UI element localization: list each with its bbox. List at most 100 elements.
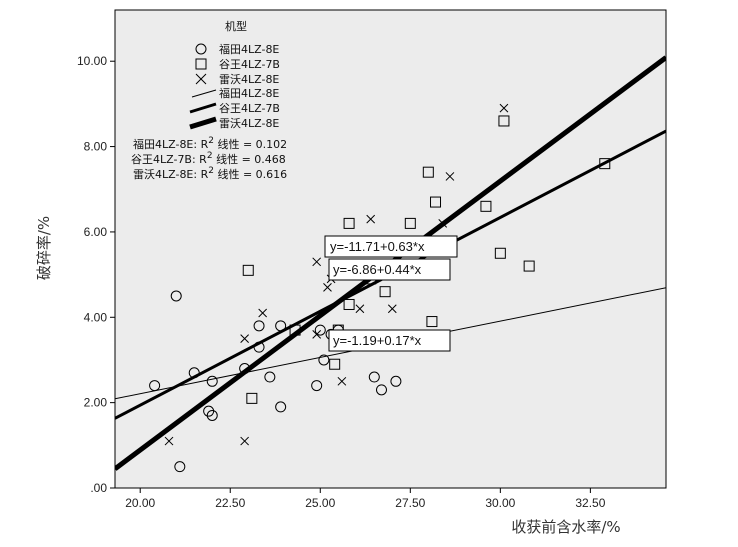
- data-point-x: [366, 214, 376, 224]
- legend-line-label-leiwo: 雷沃4LZ-8E: [219, 117, 279, 130]
- data-point-x: [337, 376, 347, 386]
- y-axis-title: 破碎率/%: [35, 216, 53, 280]
- data-point-square: [379, 286, 391, 298]
- y-tick-label: 8.00: [84, 140, 108, 154]
- legend-label-futian: 福田4LZ-8E: [219, 42, 279, 56]
- data-point-square: [430, 196, 442, 208]
- legend-label-leiwo: 雷沃4LZ-8E: [219, 73, 279, 86]
- data-point-x: [387, 304, 397, 314]
- data-point-circle: [206, 375, 218, 387]
- equation-text-guwang: y=-6.86+0.44*x: [333, 262, 422, 277]
- data-point-square: [329, 358, 341, 370]
- x-tick-label: 30.00: [485, 496, 515, 510]
- y-tick-label: 2.00: [84, 396, 108, 410]
- equation-label-guwang: y=-6.86+0.44*x: [328, 258, 451, 281]
- r2-prefix-guwang: 谷王4LZ-7B: R: [131, 153, 207, 166]
- equation-label-futian: y=-1.19+0.17*x: [328, 329, 451, 352]
- data-point-square: [343, 298, 355, 310]
- r2-suffix-guwang: 线性 = 0.468: [213, 152, 286, 166]
- data-point-square: [480, 200, 492, 212]
- data-point-circle: [170, 290, 182, 302]
- data-point-circle: [253, 341, 265, 353]
- data-point-circle: [264, 371, 276, 383]
- data-point-x: [240, 436, 250, 446]
- y-tick-label: 10.00: [77, 54, 107, 68]
- equation-box-leiwo: [324, 235, 458, 258]
- r2-suffix-futian: 线性 = 0.102: [214, 137, 287, 151]
- r2-sup-guwang: 2: [207, 151, 213, 161]
- data-point-circle: [318, 354, 330, 366]
- legend-marker-x: [195, 73, 207, 85]
- legend-marker-circle: [195, 43, 207, 55]
- data-point-x: [499, 103, 509, 113]
- data-point-x: [323, 283, 332, 292]
- data-point-circle: [149, 380, 161, 392]
- data-point-circle: [368, 371, 380, 383]
- data-point-circle: [188, 367, 200, 379]
- legend: 机型 福田4LZ-8E 谷王4LZ-7B 雷沃4LZ-8E 福田4LZ-8E 谷…: [131, 19, 287, 181]
- data-point-x: [164, 436, 174, 446]
- equation-box-futian: [328, 329, 451, 352]
- data-point-circle: [311, 380, 323, 392]
- data-point-x: [445, 172, 455, 181]
- x-axis: 20.00 22.50 25.00 27.50 30.00 32.50: [125, 488, 606, 510]
- data-point-circle: [314, 324, 326, 336]
- data-point-x: [240, 334, 250, 343]
- data-point-circle: [390, 375, 402, 387]
- r2-prefix-leiwo: 雷沃4LZ-8E: R: [133, 168, 209, 181]
- data-point-square: [242, 264, 254, 276]
- y-tick-label: 4.00: [84, 310, 108, 324]
- data-point-square: [599, 158, 611, 170]
- data-point-circle: [239, 363, 251, 374]
- legend-line-label-futian: 福田4LZ-8E: [219, 86, 279, 100]
- data-point-square: [426, 316, 438, 328]
- data-point-x: [258, 308, 268, 318]
- data-point-square: [422, 166, 434, 178]
- x-tick-label: 20.00: [125, 496, 155, 510]
- legend-label-guwang: 谷王4LZ-7B: [219, 58, 280, 71]
- data-point-circle: [206, 409, 218, 421]
- data-point-square: [494, 247, 506, 259]
- data-point-circle: [203, 405, 215, 417]
- legend-marker-square: [195, 58, 207, 70]
- data-point-circle: [275, 320, 287, 332]
- data-point-x: [312, 257, 322, 267]
- data-point-x: [438, 219, 448, 228]
- r2-prefix-futian: 福田4LZ-8E: R: [133, 137, 209, 151]
- legend-line-thin: [191, 89, 217, 98]
- r2-line-guwang: 谷王4LZ-7B: R2 线性 = 0.468: [131, 151, 286, 166]
- data-point-square: [523, 260, 535, 272]
- data-point-square: [404, 217, 416, 229]
- x-tick-label: 25.00: [305, 496, 335, 510]
- data-point-x: [312, 330, 322, 339]
- data-points: [149, 103, 611, 473]
- legend-line-medium: [189, 102, 217, 114]
- r2-suffix-leiwo: 线性 = 0.616: [214, 167, 287, 181]
- data-point-x: [355, 304, 365, 314]
- data-point-circle: [275, 401, 287, 413]
- r2-sup-leiwo: 2: [208, 166, 214, 176]
- data-point-circle: [174, 461, 186, 473]
- x-tick-label: 22.50: [215, 496, 245, 510]
- x-tick-label: 32.50: [575, 496, 605, 510]
- y-tick-label: 6.00: [84, 225, 108, 239]
- r2-line-leiwo: 雷沃4LZ-8E: R2 线性 = 0.616: [133, 166, 287, 181]
- equation-text-leiwo: y=-11.71+0.63*x: [330, 239, 425, 254]
- legend-line-thick: [189, 116, 217, 130]
- data-point-square: [343, 217, 355, 229]
- equation-box-guwang: [328, 258, 451, 281]
- r2-sup-futian: 2: [208, 136, 214, 146]
- x-tick-label: 27.50: [395, 496, 425, 510]
- data-point-circle: [253, 320, 265, 332]
- equation-text-futian: y=-1.19+0.17*x: [333, 333, 422, 348]
- data-point-circle: [375, 384, 387, 396]
- y-tick-label: .00: [90, 481, 107, 495]
- r2-line-futian: 福田4LZ-8E: R2 线性 = 0.102: [133, 136, 287, 151]
- equation-label-leiwo: y=-11.71+0.63*x: [324, 235, 458, 258]
- legend-line-label-guwang: 谷王4LZ-7B: [219, 102, 280, 115]
- data-point-square: [289, 324, 301, 336]
- data-point-square: [498, 115, 510, 127]
- x-axis-title: 收获前含水率/%: [511, 518, 620, 536]
- data-point-square: [246, 392, 258, 404]
